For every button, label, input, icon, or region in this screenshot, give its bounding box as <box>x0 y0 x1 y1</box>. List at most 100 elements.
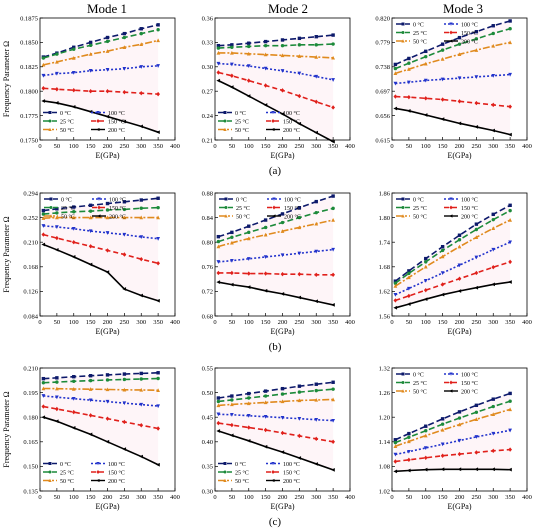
data-point <box>230 413 234 417</box>
legend-label: 50 °C <box>61 213 75 220</box>
x-tick-label: 350 <box>328 319 338 326</box>
y-tick-label: 0.55 <box>202 365 213 372</box>
series-line <box>218 79 334 143</box>
data-point <box>122 67 127 71</box>
series-0 <box>393 19 512 67</box>
data-point <box>246 271 251 276</box>
x-tick-label: 200 <box>455 494 465 501</box>
x-tick-label: 0 <box>390 494 393 501</box>
series-line <box>394 209 511 284</box>
data-point <box>393 452 398 457</box>
x-tick-label: 100 <box>421 494 431 501</box>
data-point <box>297 390 302 394</box>
data-point <box>247 230 251 235</box>
row-label-c: (c) <box>268 516 282 528</box>
data-point <box>393 438 398 442</box>
x-tick-label: 50 <box>406 494 413 501</box>
legend-label: 50 °C <box>413 38 427 45</box>
legend-marker <box>272 214 276 218</box>
data-point <box>474 285 479 290</box>
data-point <box>216 244 221 249</box>
data-point <box>88 43 93 48</box>
y-tick-label: 0.779 <box>375 40 390 47</box>
chart-a2: 0 50 100 150 200 250 300 350 400 0.21 0.24 0.27 0.30… <box>202 15 355 160</box>
series-line <box>218 422 334 443</box>
data-point <box>423 433 428 438</box>
series-1 <box>216 206 335 244</box>
y-tick-label: 0.68 <box>202 313 213 320</box>
legend-label: 25 °C <box>413 30 427 37</box>
series-line <box>395 95 511 108</box>
data-point <box>156 404 160 409</box>
legend-marker <box>223 470 227 474</box>
data-point <box>247 44 251 49</box>
data-point <box>122 252 127 257</box>
legend-marker <box>48 470 52 474</box>
legend-marker <box>401 31 405 34</box>
data-point <box>122 401 127 406</box>
data-point <box>139 215 144 220</box>
legend-label: 25 °C <box>60 118 74 125</box>
data-point <box>424 424 428 428</box>
data-point <box>246 78 251 83</box>
legend-marker <box>48 119 52 123</box>
data-point <box>72 45 76 49</box>
data-point <box>423 287 428 293</box>
series-line <box>395 261 511 302</box>
data-point <box>72 210 76 214</box>
legend-marker <box>401 381 405 384</box>
data-point <box>280 38 285 42</box>
data-point <box>156 23 160 27</box>
data-point <box>407 431 411 436</box>
data-point <box>314 43 318 47</box>
data-point <box>72 47 76 51</box>
data-point <box>122 207 127 212</box>
series-line <box>218 430 334 471</box>
data-point <box>440 442 445 447</box>
series-2 <box>216 218 335 249</box>
data-point <box>331 194 335 198</box>
data-point <box>216 43 221 48</box>
data-point <box>263 83 268 88</box>
legend-marker <box>223 111 227 114</box>
x-tick-label: 150 <box>86 319 96 326</box>
x-tick-label: 400 <box>170 494 180 501</box>
row-label-b: (b) <box>268 341 282 353</box>
data-point <box>280 112 285 116</box>
legend-label: 25 °C <box>61 205 75 212</box>
data-point <box>491 265 496 270</box>
data-point <box>508 27 512 31</box>
x-tick-label: 200 <box>103 319 113 326</box>
data-point <box>474 100 479 106</box>
legend-marker <box>271 119 275 123</box>
series-4 <box>393 259 512 303</box>
x-tick-label: 400 <box>522 494 532 501</box>
series-line <box>395 400 511 444</box>
data-point <box>423 279 428 283</box>
data-point <box>88 52 93 56</box>
x-tick-label: 150 <box>86 143 96 150</box>
legend-label: 0 °C <box>60 110 71 117</box>
legend-marker <box>271 478 275 483</box>
data-point <box>393 106 398 111</box>
data-point <box>105 215 110 220</box>
data-point <box>156 205 160 210</box>
data-point <box>41 381 46 385</box>
data-point <box>331 397 335 402</box>
data-point <box>331 247 335 252</box>
data-point <box>156 196 160 200</box>
x-tick-label: 400 <box>522 319 532 326</box>
data-point <box>55 52 59 56</box>
x-tick-label: 100 <box>69 494 79 501</box>
data-point <box>393 279 398 283</box>
data-point <box>216 61 221 66</box>
data-point <box>88 374 93 378</box>
y-tick-label: 0.21 <box>202 137 213 144</box>
series-2 <box>216 50 335 60</box>
data-point <box>314 397 319 402</box>
data-point <box>263 225 268 230</box>
